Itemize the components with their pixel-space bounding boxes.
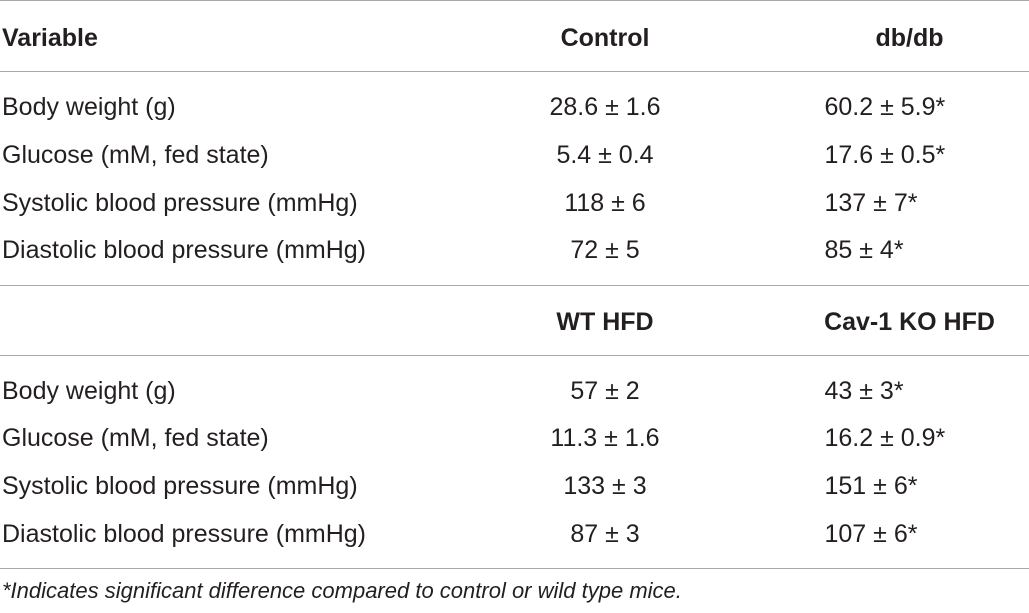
row-value-wt-hfd: 57 ± 2: [570, 377, 640, 405]
header-variable: Variable: [2, 24, 98, 52]
row-value-dbdb: 85 ± 4*: [824, 236, 904, 264]
table-row: Glucose (mM, fed state) 11.3 ± 1.6 16.2 …: [0, 414, 1029, 462]
top-rule: [0, 0, 1029, 1]
header-wt-hfd: WT HFD: [556, 308, 654, 336]
row-value-cav1-ko-hfd: 151 ± 6*: [824, 472, 918, 500]
row-value-control: 28.6 ± 1.6: [549, 93, 661, 121]
row-variable: Body weight (g): [2, 377, 176, 405]
header-rule: [0, 71, 1029, 72]
table-row: Glucose (mM, fed state) 5.4 ± 0.4 17.6 ±…: [0, 131, 1029, 179]
row-variable: Body weight (g): [2, 93, 176, 121]
table-footnote: *Indicates significant difference compar…: [2, 578, 682, 603]
header-control: Control: [560, 24, 650, 52]
table-header-row: Variable Control db/db: [0, 14, 1029, 62]
row-value-dbdb: 60.2 ± 5.9*: [824, 93, 946, 121]
row-value-wt-hfd: 11.3 ± 1.6: [550, 424, 660, 452]
header-dbdb: db/db: [875, 24, 944, 52]
table-row: Diastolic blood pressure (mmHg) 72 ± 5 8…: [0, 226, 1029, 274]
row-variable: Systolic blood pressure (mmHg): [2, 189, 358, 217]
section-rule: [0, 285, 1029, 286]
row-variable: Diastolic blood pressure (mmHg): [2, 520, 367, 548]
header-cav1-ko-hfd: Cav-1 KO HFD: [824, 308, 995, 336]
row-value-wt-hfd: 133 ± 3: [563, 472, 647, 500]
row-value-cav1-ko-hfd: 16.2 ± 0.9*: [824, 424, 946, 452]
table-row: Body weight (g) 57 ± 2 43 ± 3*: [0, 367, 1029, 415]
table-row: Body weight (g) 28.6 ± 1.6 60.2 ± 5.9*: [0, 83, 1029, 131]
row-value-cav1-ko-hfd: 43 ± 3*: [824, 377, 904, 405]
table-row: Systolic blood pressure (mmHg) 133 ± 3 1…: [0, 462, 1029, 510]
row-value-wt-hfd: 87 ± 3: [570, 520, 640, 548]
row-variable: Diastolic blood pressure (mmHg): [2, 236, 367, 264]
row-variable: Glucose (mM, fed state): [2, 424, 269, 452]
row-value-control: 72 ± 5: [570, 236, 640, 264]
row-value-dbdb: 137 ± 7*: [824, 189, 918, 217]
table-row: Diastolic blood pressure (mmHg) 87 ± 3 1…: [0, 510, 1029, 558]
row-variable: Glucose (mM, fed state): [2, 141, 269, 169]
subheader-rule: [0, 355, 1029, 356]
row-variable: Systolic blood pressure (mmHg): [2, 472, 358, 500]
table-row: Systolic blood pressure (mmHg) 118 ± 6 1…: [0, 179, 1029, 227]
table-subheader-row: WT HFD Cav-1 KO HFD: [0, 298, 1029, 346]
row-value-control: 5.4 ± 0.4: [556, 141, 654, 169]
bottom-rule: [0, 568, 1029, 569]
row-value-dbdb: 17.6 ± 0.5*: [824, 141, 946, 169]
row-value-control: 118 ± 6: [564, 189, 646, 217]
row-value-cav1-ko-hfd: 107 ± 6*: [824, 520, 918, 548]
